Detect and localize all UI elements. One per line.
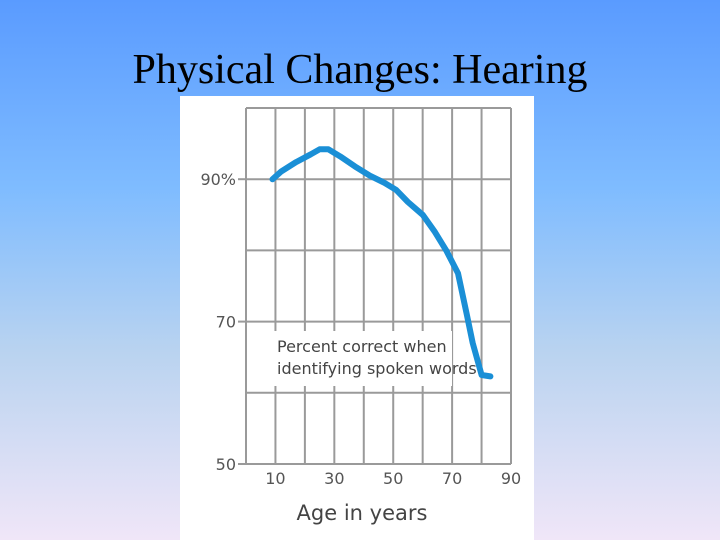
chart-annotation-group: Percent correct when identifying spoken … [272,331,477,386]
x-tick-label: 70 [442,469,462,488]
x-tick-label: 30 [324,469,344,488]
chart-series [269,146,494,380]
annotation-line-2: identifying spoken words [277,359,477,378]
series-line [269,146,494,380]
x-tick-label: 90 [501,469,521,488]
chart-grid [238,107,512,465]
x-tick-label: 50 [383,469,403,488]
chart-panel: Percent correct when identifying spoken … [180,96,534,540]
y-tick-label: 70 [216,313,236,332]
y-tick-label: 90% [200,170,236,189]
y-tick-label: 50 [216,455,236,474]
annotation-line-1: Percent correct when [277,337,447,356]
annotation-background [272,331,452,386]
x-axis-title: Age in years [297,501,428,525]
chart-tick-labels: 10 30 50 70 90 90% 70 50 [200,170,521,488]
x-tick-label: 10 [265,469,285,488]
slide-title: Physical Changes: Hearing [132,47,588,93]
hearing-line-chart: Percent correct when identifying spoken … [200,107,521,525]
